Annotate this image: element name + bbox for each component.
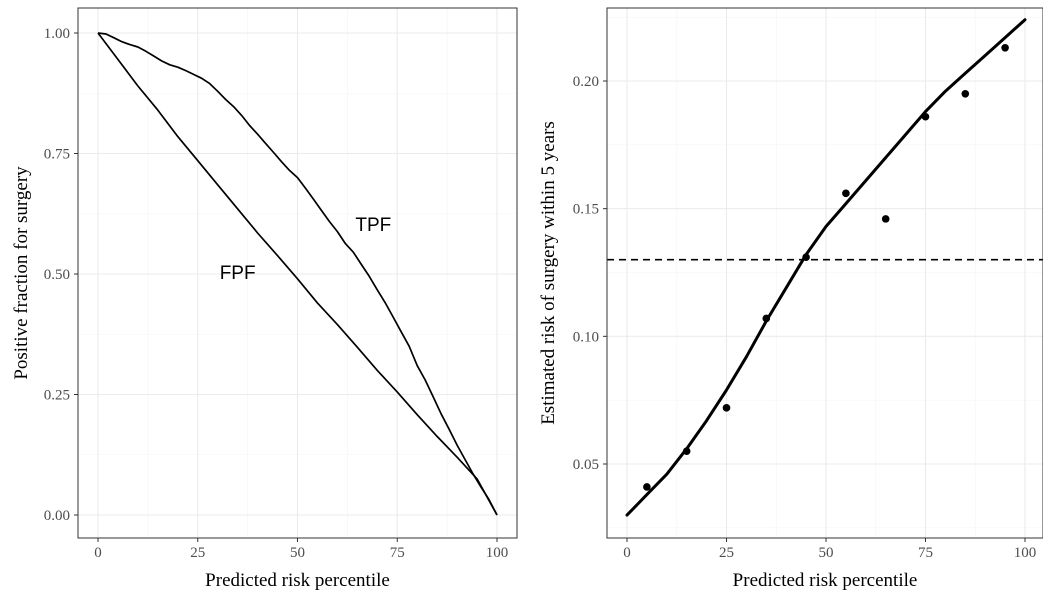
right-panel: 0 25 50 75 100 0.05 0.10 0.15 0.20 Predicted risk… — [538, 7, 1043, 591]
data-point — [682, 447, 691, 456]
x-tick-label: 25 — [190, 545, 205, 561]
data-point — [802, 253, 810, 261]
y-tick-label: 0.15 — [573, 202, 599, 218]
data-point — [921, 112, 930, 121]
data-point — [881, 215, 890, 223]
data-point — [643, 483, 651, 491]
x-tick-label: 0 — [623, 545, 631, 561]
plot-background — [607, 8, 1043, 538]
series-line-fpf — [97, 32, 498, 516]
data-point — [842, 189, 850, 198]
y-axis-title: Estimated risk of surgery within 5 years — [538, 121, 559, 425]
x-axis-title: Predicted risk percentile — [205, 570, 390, 591]
y-tick-label: 0.75 — [44, 147, 70, 163]
data-point — [722, 404, 731, 412]
series-line-tpf — [97, 32, 498, 516]
y-tick-label: 0.25 — [44, 388, 70, 404]
x-axis-title: Predicted risk percentile — [733, 570, 918, 591]
data-point — [1001, 44, 1009, 52]
smooth-fit-line — [625, 18, 1027, 517]
y-tick-label: 0.05 — [573, 457, 599, 473]
x-tick-label: 0 — [94, 545, 102, 561]
x-tick-label: 50 — [819, 545, 834, 561]
y-tick-label: 1.00 — [44, 26, 70, 42]
y-axis-title: Positive fraction for surgery — [11, 166, 32, 380]
annotation-fpf: FPF — [220, 263, 256, 284]
x-tick-label: 75 — [390, 545, 405, 561]
y-tick-label: 0.10 — [573, 329, 599, 345]
data-point — [762, 314, 771, 323]
data-point — [961, 89, 970, 98]
y-tick-label: 0.50 — [44, 267, 70, 283]
x-tick-label: 100 — [1014, 545, 1037, 561]
y-tick-label: 0.20 — [573, 74, 599, 90]
x-tick-label: 75 — [918, 545, 933, 561]
x-tick-label: 25 — [719, 545, 734, 561]
x-tick-label: 100 — [486, 545, 509, 561]
left-panel: TPF FPF 0 25 50 75 100 0.00 0.25 0.50 0.75 1.00 Pred… — [11, 7, 518, 591]
y-tick-label: 0.00 — [44, 508, 70, 524]
annotation-tpf: TPF — [355, 215, 391, 236]
x-tick-label: 50 — [290, 545, 305, 561]
panel-border — [606, 7, 1043, 539]
